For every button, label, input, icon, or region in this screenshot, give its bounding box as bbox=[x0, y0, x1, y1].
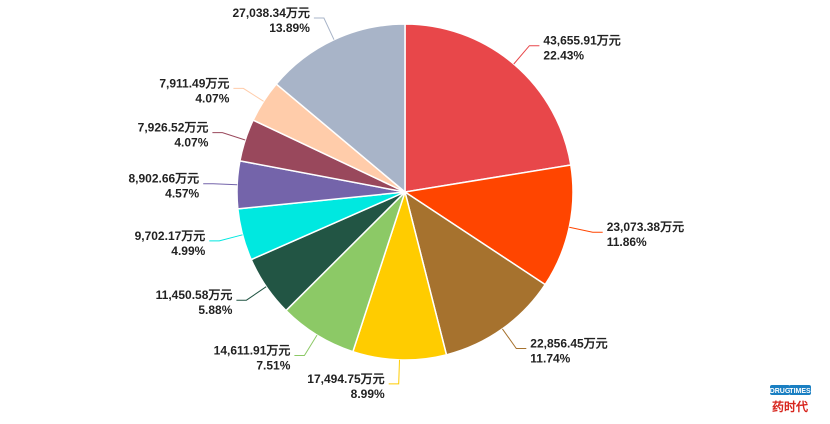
pie-slice-4 bbox=[351, 189, 448, 361]
slice-value-label-1: 43,655.91万元 bbox=[543, 34, 620, 48]
leader-line-7 bbox=[209, 234, 243, 242]
slice-value-label-10: 7,911.49万元 bbox=[159, 76, 229, 90]
pie-slice-3 bbox=[403, 190, 547, 356]
slice-value-label-9: 7,926.52万元 bbox=[138, 121, 209, 135]
slice-value-label-8: 8,902.66万元 bbox=[128, 172, 199, 186]
leader-line-1 bbox=[513, 45, 540, 65]
slice-percent-label-11: 13.89% bbox=[269, 21, 310, 35]
slice-value-label-3: 22,856.45万元 bbox=[530, 337, 607, 351]
leader-line-2 bbox=[569, 226, 603, 233]
watermark-badge-left-text: DRUG bbox=[770, 388, 791, 395]
slice-percent-label-7: 4.99% bbox=[171, 244, 205, 258]
drugtimes-watermark: DRUG TIMES 药时代 bbox=[770, 385, 811, 414]
leader-line-10 bbox=[233, 87, 264, 102]
slice-value-label-2: 23,073.38万元 bbox=[607, 220, 684, 234]
slice-percent-label-10: 4.07% bbox=[195, 91, 229, 105]
leader-line-11 bbox=[313, 17, 335, 40]
watermark-badge-right-text: TIMES bbox=[789, 388, 811, 395]
leader-line-3 bbox=[501, 328, 527, 349]
slice-value-label-7: 9,702.17万元 bbox=[135, 229, 206, 243]
slice-value-label-11: 27,038.34万元 bbox=[233, 6, 310, 20]
slice-percent-label-1: 22.43% bbox=[543, 49, 584, 63]
slice-percent-label-2: 11.86% bbox=[607, 235, 647, 249]
slice-percent-label-6: 5.88% bbox=[198, 303, 232, 317]
slice-value-label-6: 11,450.58万元 bbox=[156, 288, 233, 302]
leader-line-5 bbox=[294, 334, 318, 356]
watermark-badge-left bbox=[770, 385, 790, 395]
slice-percent-label-8: 4.57% bbox=[165, 187, 199, 201]
leader-line-6 bbox=[236, 286, 267, 301]
slice-percent-label-3: 11.74% bbox=[530, 352, 570, 366]
leader-lines bbox=[203, 17, 603, 385]
slice-percent-label-9: 4.07% bbox=[174, 136, 208, 150]
leader-line-8 bbox=[203, 183, 238, 186]
slice-value-label-4: 17,494.75万元 bbox=[307, 372, 384, 386]
slice-percent-label-5: 7.51% bbox=[256, 359, 290, 373]
leader-line-9 bbox=[212, 132, 246, 141]
pie-slice-11 bbox=[275, 23, 406, 194]
pie-slice-2 bbox=[402, 164, 574, 286]
watermark-text: 药时代 bbox=[772, 399, 808, 414]
watermark-badge-right bbox=[789, 385, 811, 395]
pie-slices bbox=[236, 23, 574, 361]
slice-value-label-5: 14,611.91万元 bbox=[214, 344, 291, 358]
leader-line-4 bbox=[388, 359, 400, 385]
slice-percent-label-4: 8.99% bbox=[351, 387, 385, 401]
